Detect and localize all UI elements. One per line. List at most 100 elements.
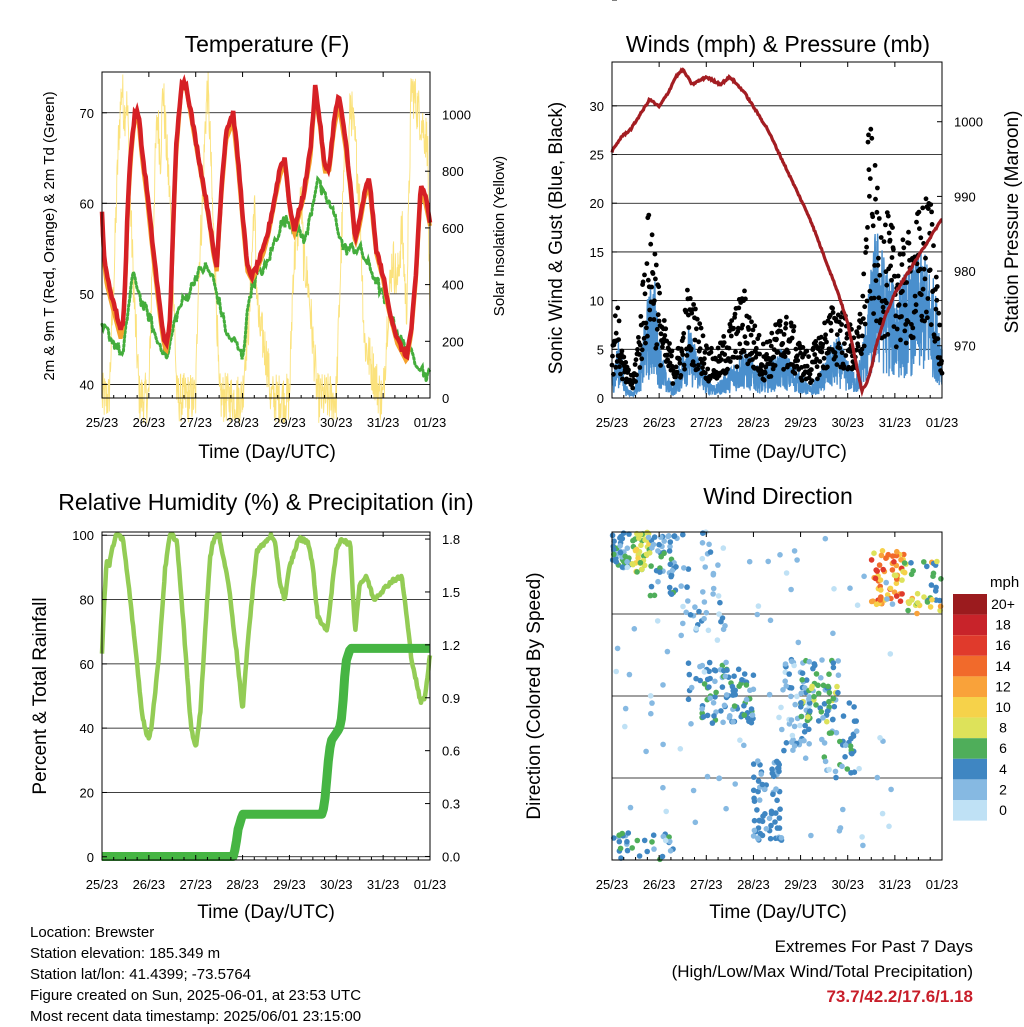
gust-point	[866, 167, 872, 173]
gust-point	[760, 341, 766, 347]
direction-point	[772, 819, 778, 825]
direction-point	[898, 557, 904, 563]
gust-point	[642, 291, 648, 297]
gust-point	[732, 311, 738, 317]
gust-point	[616, 337, 621, 342]
gust-point	[700, 365, 705, 370]
temperature-xtick-label: 01/23	[414, 415, 447, 430]
direction-point	[887, 585, 894, 592]
direction-point	[626, 671, 633, 678]
temperature-plot-area	[99, 72, 433, 424]
direction-point	[643, 748, 649, 755]
gust-point	[742, 288, 747, 294]
gust-point	[825, 364, 830, 370]
direction-point	[830, 664, 837, 671]
gust-point	[698, 325, 704, 331]
temperature-ytick-label: 70	[80, 106, 94, 121]
direction-point	[937, 603, 944, 610]
temperature-ytick-right-label: 1000	[442, 108, 471, 123]
gust-point	[865, 139, 871, 145]
gust-point	[913, 308, 918, 314]
direction-point	[798, 704, 804, 710]
gust-point	[848, 349, 853, 354]
direction-point	[617, 543, 623, 549]
direction-xtick-label: 26/23	[643, 877, 676, 892]
direction-point	[701, 681, 708, 687]
gust-point	[781, 366, 786, 372]
gust-point	[843, 353, 849, 358]
gust-point	[857, 311, 863, 317]
winds-ytick-label: 15	[590, 245, 604, 260]
gust-point	[756, 332, 762, 338]
gust-point	[634, 372, 639, 378]
station-latlon: Station lat/lon: 41.4399; -73.5764	[30, 966, 252, 983]
gust-point	[791, 328, 796, 334]
gust-point	[780, 341, 786, 346]
direction-point	[822, 535, 829, 542]
direction-point	[739, 677, 745, 683]
direction-point	[651, 592, 658, 599]
direction-point	[877, 577, 884, 583]
direction-point	[795, 639, 802, 646]
gust-point	[886, 230, 892, 236]
gust-point	[667, 360, 673, 366]
direction-point	[660, 741, 666, 748]
direction-point	[749, 712, 756, 718]
direction-point	[808, 685, 815, 692]
speed-legend-label: 20+	[991, 596, 1015, 612]
direction-point	[633, 546, 640, 553]
direction-point	[696, 608, 702, 615]
gust-point	[652, 251, 658, 257]
gust-point	[937, 322, 942, 328]
gust-point	[767, 338, 773, 344]
direction-point	[776, 714, 782, 721]
direction-point	[721, 702, 728, 709]
gust-point	[649, 284, 654, 290]
gust-point	[844, 335, 850, 341]
direction-point	[717, 599, 723, 606]
gust-point	[874, 209, 880, 215]
direction-point	[639, 566, 645, 573]
direction-point	[710, 591, 716, 597]
direction-point	[769, 766, 775, 772]
direction-point	[641, 837, 648, 844]
direction-point	[826, 698, 832, 705]
direction-point	[634, 569, 640, 575]
direction-point	[889, 567, 896, 573]
direction-point	[846, 700, 853, 706]
gust-point	[655, 312, 661, 318]
direction-point	[647, 693, 654, 699]
direction-point	[930, 573, 936, 579]
gust-point	[673, 364, 679, 370]
gust-point	[820, 342, 826, 347]
speed-legend-label: 12	[995, 678, 1011, 694]
humidity-xlabel: Time (Day/UTC)	[197, 902, 335, 923]
gust-point	[764, 352, 769, 357]
gust-point	[708, 349, 714, 355]
direction-point	[680, 620, 686, 627]
speed-legend-label: 4	[999, 761, 1007, 777]
direction-point	[760, 813, 766, 819]
gust-point	[887, 237, 893, 243]
direction-point	[791, 743, 798, 749]
humidity-ytick-label: 100	[72, 528, 94, 543]
pressure-line	[610, 67, 943, 398]
direction-point	[622, 553, 628, 560]
gust-point	[635, 347, 640, 352]
gust-point	[613, 330, 619, 336]
direction-point	[901, 551, 907, 558]
direction-point	[723, 659, 729, 666]
gust-point	[691, 302, 696, 307]
direction-point	[933, 597, 939, 603]
gust-point	[921, 266, 927, 272]
gust-point	[775, 349, 781, 355]
gust-point	[794, 353, 800, 359]
direction-point	[626, 531, 632, 537]
direction-point	[724, 667, 730, 673]
direction-point	[878, 587, 884, 593]
gust-point	[917, 266, 923, 272]
direction-point	[723, 692, 730, 698]
direction-point	[853, 728, 860, 734]
gust-point	[828, 320, 834, 326]
winds-ytick-right-label: 980	[954, 264, 976, 279]
